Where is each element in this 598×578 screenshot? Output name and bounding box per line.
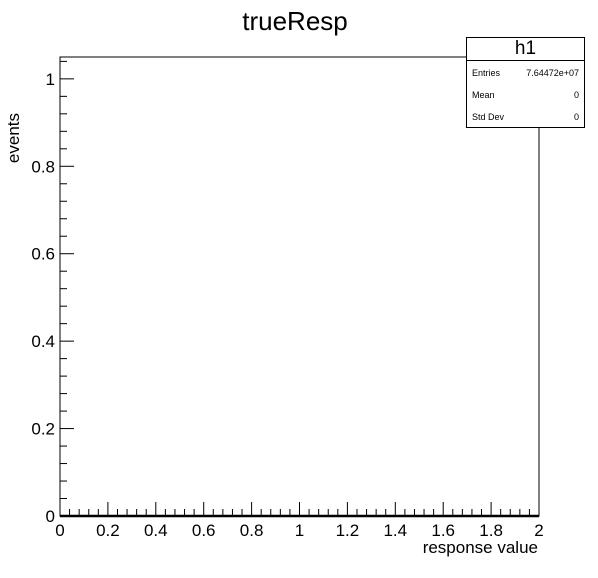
y-tick-label: 0.2 [31,420,55,439]
chart-title: trueResp [242,6,348,36]
x-axis-label: response value [423,538,538,557]
stats-row-entries: Entries 7.64472e+07 [467,61,584,83]
x-tick-label: 1.6 [431,521,455,540]
stats-title: h1 [467,38,584,61]
x-tick-label: 0.6 [192,521,216,540]
y-tick-label: 1 [46,70,55,89]
stats-value: 7.64472e+07 [526,68,579,78]
x-tick-label: 1 [295,521,304,540]
stats-label: Mean [472,90,495,100]
x-tick-label: 1.2 [336,521,360,540]
y-tick-label: 0.4 [31,332,55,351]
stats-value: 0 [573,112,579,122]
x-axis: 0 0.2 0.4 0.6 0.8 1 1.2 1.4 1.6 1.8 2 [55,502,544,540]
x-tick-label: 0.8 [240,521,264,540]
stats-label: Entries [472,68,501,78]
y-tick-label: 0.8 [31,157,55,176]
x-tick-label: 0.4 [144,521,168,540]
x-tick-label: 0 [55,521,64,540]
x-tick-label: 0.2 [96,521,120,540]
stats-value: 0 [573,90,579,100]
y-axis-label: events [4,113,23,163]
stats-row-stddev: Std Dev 0 [467,105,584,127]
x-tick-label: 1.4 [383,521,407,540]
x-tick-label: 2 [534,521,543,540]
y-tick-label: 0.6 [31,245,55,264]
stats-row-mean: Mean 0 [467,83,584,105]
y-axis: 0 0.2 0.4 0.6 0.8 1 [31,60,74,526]
stats-label: Std Dev [472,112,505,122]
x-tick-label: 1.8 [479,521,503,540]
stats-box: h1 Entries 7.64472e+07 Mean 0 Std Dev 0 [466,37,585,128]
y-tick-label: 0 [46,507,55,526]
